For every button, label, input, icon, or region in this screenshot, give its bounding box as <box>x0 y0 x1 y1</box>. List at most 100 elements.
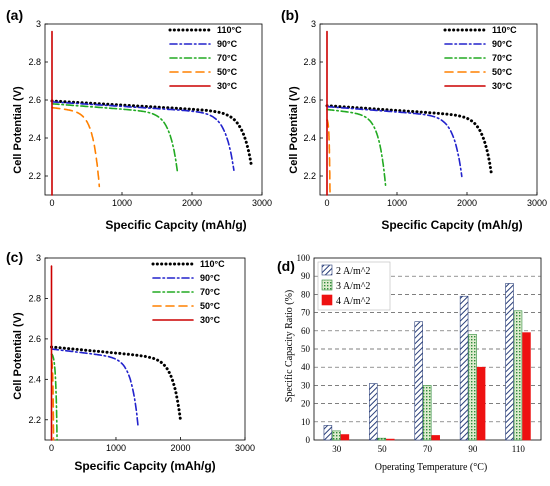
legend-label: 110°C <box>217 25 242 35</box>
bar-3A-50C <box>377 437 387 441</box>
y-tick-label: 2.4 <box>303 133 316 143</box>
y-axis-label: Cell Potential (V) <box>12 312 24 400</box>
bar-3A-90C <box>468 334 477 441</box>
x-tick-label: 2000 <box>182 198 202 208</box>
series-line-70c <box>50 353 58 441</box>
x-tick-label: 3000 <box>235 443 255 453</box>
panel-b: (b) Cell Potential (V) Specific Capcity … <box>281 7 547 232</box>
x-tick-label: 0 <box>49 198 54 208</box>
legend-label: 70°C <box>492 53 513 63</box>
series-line-110c <box>50 99 254 169</box>
series-line-90c <box>50 348 139 427</box>
y-tick-label: 0 <box>306 435 311 445</box>
x-tick-label: 3000 <box>252 198 272 208</box>
series-line-70c <box>51 103 179 174</box>
y-tick-label: 10 <box>301 417 311 427</box>
bar-2A-90C <box>459 295 469 441</box>
panel-label: (c) <box>6 249 23 265</box>
panel-label: (a) <box>6 7 23 23</box>
bar-4A-50C <box>386 438 395 441</box>
legend-label: 3 A/m^2 <box>336 281 370 292</box>
panel-c: (c) Cell Potential (V) Specific Capcity … <box>6 249 255 473</box>
y-axis-label: Specific Capacity Ratio (%) <box>284 290 295 402</box>
plot-frame <box>44 257 246 441</box>
y-tick-label: 60 <box>301 326 311 336</box>
x-axis-label: Specific Capcity (mAh/g) <box>381 218 522 232</box>
legend-swatch <box>321 294 333 306</box>
bar-2A-30C <box>323 425 333 441</box>
x-tick-label: 2000 <box>457 198 477 208</box>
x-tick-label: 110 <box>512 444 526 454</box>
legend-label: 4 A/m^2 <box>336 296 370 307</box>
series-line-50c <box>51 106 101 188</box>
x-tick-label: 1000 <box>112 198 132 208</box>
axes: 0 1000 2000 3000 2.2 2.4 2.6 2.8 3 <box>28 19 272 208</box>
legend-label: 70°C <box>200 287 221 297</box>
x-tick-label: 70 <box>423 444 433 454</box>
x-tick-label: 30 <box>332 444 342 454</box>
y-tick-label: 3 <box>36 253 41 263</box>
y-tick-label: 2.4 <box>28 133 41 143</box>
bar-4A-90C <box>476 366 486 441</box>
y-tick-label: 30 <box>301 380 311 390</box>
bar-2A-50C <box>369 383 378 441</box>
legend-label: 90°C <box>492 39 513 49</box>
y-tick-label: 2.2 <box>303 171 316 181</box>
panel-label: (b) <box>281 7 299 23</box>
axes: 0 10 20 30 40 50 60 70 80 90 100 30 50 70 90 110 <box>297 253 526 454</box>
legend: 110°C 90°C 70°C 50°C 30°C <box>151 259 225 325</box>
y-tick-label: 40 <box>301 362 311 372</box>
x-tick-label: 1000 <box>106 443 126 453</box>
legend-label: 70°C <box>217 53 238 63</box>
y-axis-label: Cell Potential (V) <box>12 86 24 174</box>
y-tick-label: 90 <box>301 271 311 281</box>
y-tick-label: 70 <box>301 308 311 318</box>
x-tick-label: 90 <box>468 444 478 454</box>
y-tick-label: 2.8 <box>303 57 316 67</box>
legend-label: 30°C <box>200 315 221 325</box>
curves <box>50 30 254 196</box>
legend-label: 2 A/m^2 <box>336 266 370 277</box>
x-tick-label: 2000 <box>170 443 190 453</box>
bar-2A-70C <box>414 321 423 441</box>
x-axis-label: Operating Temperature (°C) <box>375 462 488 473</box>
y-tick-label: 2.2 <box>28 415 41 425</box>
x-tick-label: 3000 <box>527 198 547 208</box>
series-line-110c <box>50 345 182 421</box>
bar-3A-110C <box>513 310 523 441</box>
legend-swatch <box>321 264 333 276</box>
bars <box>323 283 531 441</box>
legend-label: 50°C <box>200 301 221 311</box>
bar-4A-30C <box>340 434 350 441</box>
plot-frame <box>44 23 263 196</box>
panel-label: (d) <box>277 258 295 274</box>
y-tick-label: 80 <box>301 289 311 299</box>
y-tick-label: 50 <box>301 344 311 354</box>
legend: 110°C 90°C 70°C 50°C 30°C <box>443 25 517 91</box>
x-tick-label: 50 <box>378 444 388 454</box>
bar-3A-70C <box>422 385 432 441</box>
series-line-110c <box>325 104 493 175</box>
y-tick-label: 2.8 <box>28 293 41 303</box>
series-line-90c <box>326 105 463 178</box>
y-tick-label: 2.6 <box>303 95 316 105</box>
y-axis-label: Cell Potential (V) <box>288 86 300 174</box>
curves <box>50 265 182 441</box>
plot-frame <box>319 23 538 196</box>
legend-label: 50°C <box>492 67 513 77</box>
series-line-90c <box>51 101 235 171</box>
y-tick-label: 2.2 <box>28 171 41 181</box>
panel-d: (d) Specific Capacity Ratio (%) Operatin… <box>277 253 542 473</box>
bar-4A-70C <box>431 435 440 441</box>
legend-label: 90°C <box>217 39 238 49</box>
y-tick-label: 100 <box>297 253 311 263</box>
axes: 0 1000 2000 3000 2.2 2.4 2.6 2.8 3 <box>303 19 547 208</box>
axes: 0 1000 2000 3000 2.2 2.4 2.6 2.8 3 <box>28 253 255 453</box>
legend-label: 110°C <box>492 25 517 35</box>
y-tick-label: 20 <box>301 399 311 409</box>
bar-3A-30C <box>332 430 341 441</box>
curves <box>325 30 493 196</box>
legend: 2 A/m^2 3 A/m^2 4 A/m^2 <box>317 261 391 311</box>
x-axis-label: Specific Capcity (mAh/g) <box>74 459 215 473</box>
y-tick-label: 2.6 <box>28 334 41 344</box>
